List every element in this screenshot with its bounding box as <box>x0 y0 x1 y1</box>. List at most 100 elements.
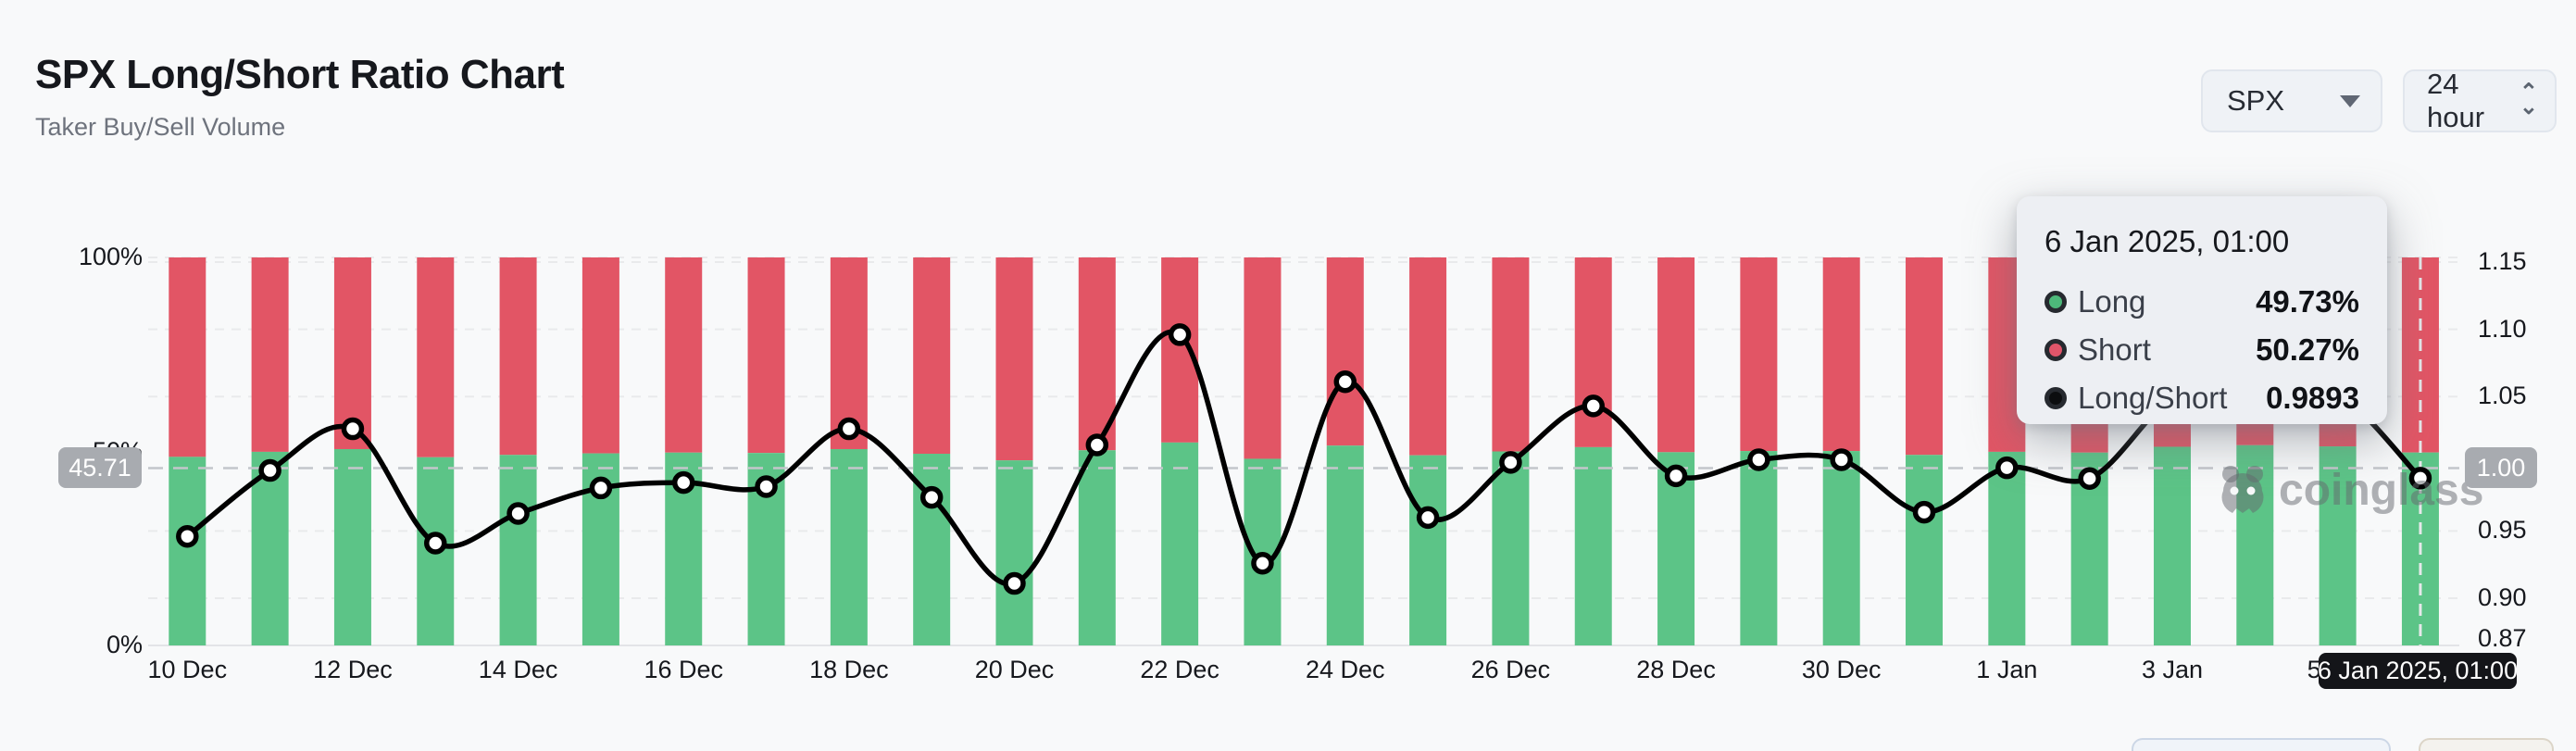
symbol-select-value: SPX <box>2227 84 2285 117</box>
short-bar <box>665 257 703 453</box>
ratio-line-marker <box>258 458 281 482</box>
short-bar <box>1574 257 1612 447</box>
interval-select-value: 24 hour <box>2427 68 2485 133</box>
x-axis-tick: 28 Dec <box>1636 656 1716 683</box>
ratio-line-marker <box>1499 451 1522 474</box>
crosshair-date-label: 6 Jan 2025, 01:00 <box>2318 653 2518 689</box>
x-axis-tick: 10 Dec <box>147 656 228 683</box>
ratio-line-marker <box>1333 369 1357 394</box>
ratio-line-marker <box>341 417 365 441</box>
crosshair-left-value: 45.71 <box>58 447 142 488</box>
short-bar <box>169 257 206 457</box>
page-title: SPX Long/Short Ratio Chart <box>35 52 565 97</box>
tooltip-row-long: Long 49.73% <box>2045 283 2359 320</box>
long-bar <box>251 451 289 645</box>
short-bar <box>1740 257 1778 452</box>
long-bar <box>1740 451 1778 645</box>
ratio-line-marker <box>919 485 944 509</box>
ratio-line-marker <box>2408 467 2432 490</box>
right-axis-tick: 0.90 <box>2478 583 2527 611</box>
short-bar <box>417 257 455 457</box>
ratio-line-marker <box>1416 506 1440 530</box>
short-bar <box>1822 257 1860 452</box>
right-axis-tick: 0.95 <box>2478 516 2527 544</box>
long-bar <box>1492 451 1530 645</box>
x-axis-tick: 24 Dec <box>1305 656 1385 683</box>
short-bar <box>1244 257 1282 459</box>
ratio-line-marker <box>1995 456 2019 480</box>
long-bar <box>1078 450 1116 645</box>
x-axis-tick: 12 Dec <box>313 656 393 683</box>
tooltip-title: 6 Jan 2025, 01:00 <box>2045 224 2290 258</box>
long-bar <box>830 448 868 645</box>
right-axis-tick: 1.05 <box>2478 382 2527 410</box>
interval-select[interactable]: 24 hour ⌃ ⌄ <box>2403 68 2557 133</box>
ratio-line-marker <box>1747 448 1770 471</box>
chart-tooltip: 6 Jan 2025, 01:00 Long 49.73% Short 50.2… <box>2017 196 2387 424</box>
long-bar <box>169 457 206 645</box>
x-axis-tick: 16 Dec <box>644 656 723 683</box>
long-bar <box>1161 442 1199 645</box>
x-axis-tick: 18 Dec <box>809 656 889 683</box>
short-bar <box>1657 257 1695 453</box>
short-bar <box>995 257 1033 461</box>
updown-chevrons-icon: ⌃ ⌄ <box>2519 80 2538 119</box>
ratio-line-marker <box>1912 500 1936 524</box>
bottom-card-edge-left <box>2132 738 2391 751</box>
ratio-line-marker <box>1003 571 1026 595</box>
watermark-text: coinglass <box>2279 465 2484 515</box>
ratio-line-marker <box>176 524 199 548</box>
x-axis-tick: 1 Jan <box>1976 656 2038 683</box>
long-bar <box>1409 455 1447 645</box>
short-bar <box>747 257 785 454</box>
symbol-select[interactable]: SPX <box>2201 69 2382 132</box>
short-bar <box>581 257 619 454</box>
short-bar <box>913 257 951 455</box>
short-bar <box>1326 257 1364 446</box>
right-axis-tick: 1.10 <box>2478 314 2527 343</box>
long-bar <box>1326 445 1364 645</box>
x-axis-tick: 26 Dec <box>1470 656 1551 683</box>
left-axis-tick: 100% <box>78 243 143 270</box>
short-bar <box>251 257 289 452</box>
long-series-dot-icon <box>2045 291 2067 313</box>
x-axis-tick: 22 Dec <box>1140 656 1219 683</box>
page-subtitle: Taker Buy/Sell Volume <box>35 113 286 141</box>
right-axis-tick: 1.15 <box>2478 247 2527 275</box>
ratio-line-marker <box>589 476 613 500</box>
short-bar <box>830 257 868 449</box>
ratio-line-marker <box>424 532 447 555</box>
long-bar <box>499 455 537 645</box>
x-axis-tick: 20 Dec <box>974 656 1055 683</box>
ratio-line-marker <box>1168 323 1192 346</box>
tooltip-long-label: Long <box>2078 284 2146 319</box>
ratio-line-marker <box>2078 467 2101 491</box>
long-bar <box>333 448 371 645</box>
tooltip-row-ratio: Long/Short 0.9893 <box>2045 380 2359 417</box>
tooltip-ratio-label: Long/Short <box>2078 381 2228 415</box>
ratio-line-marker <box>671 470 695 494</box>
tooltip-short-value: 50.27% <box>2256 332 2359 367</box>
long-bar <box>2319 446 2357 645</box>
long-bar <box>1822 451 1860 645</box>
long-bar <box>2153 446 2191 645</box>
short-bar <box>2401 257 2439 453</box>
x-axis-tick: 14 Dec <box>478 656 558 683</box>
short-series-dot-icon <box>2045 339 2067 361</box>
crosshair-right-value: 1.00 <box>2465 447 2537 488</box>
chevron-down-icon <box>2340 94 2360 107</box>
long-bar <box>1574 446 1612 645</box>
long-bar <box>1906 455 1944 645</box>
bottom-card-edge-right <box>2419 738 2554 751</box>
tooltip-row-short: Short 50.27% <box>2045 332 2359 369</box>
long-bar <box>1988 451 2026 645</box>
short-bar <box>1409 257 1447 456</box>
coinglass-logo-icon <box>2221 466 2264 513</box>
ratio-line-marker <box>755 475 778 498</box>
right-axis-tick: 0.87 <box>2478 623 2527 652</box>
watermark: coinglass <box>2216 463 2483 517</box>
ratio-line-marker <box>1085 433 1109 457</box>
ratio-line-marker <box>1664 464 1688 488</box>
ratio-line-marker <box>1251 551 1274 575</box>
